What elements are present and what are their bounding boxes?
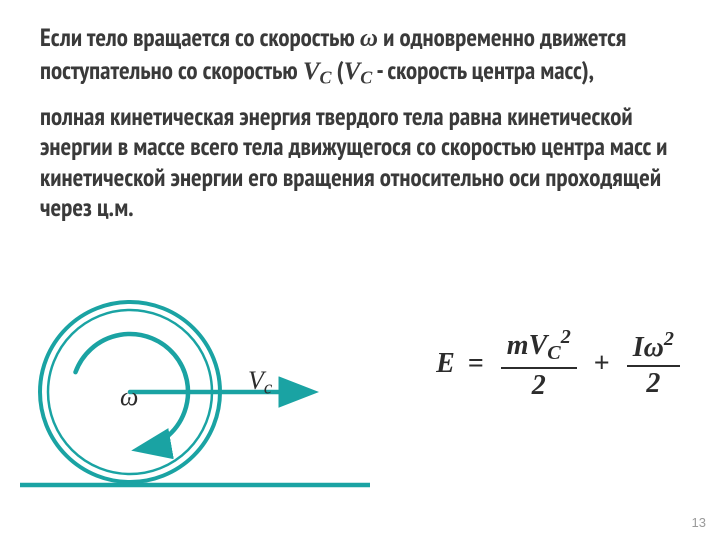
vc-V: V [248, 366, 264, 395]
page-number: 13 [692, 515, 706, 530]
p1-pre: Если тело вращается со скоростью [40, 21, 360, 53]
p1-c2: C [360, 67, 372, 87]
f-den1: 2 [501, 369, 577, 400]
f-den2: 2 [627, 367, 680, 398]
f-eq: = [468, 348, 484, 380]
f-I: I [633, 332, 644, 363]
p1-omega: ω [360, 25, 378, 52]
f-sq2: 2 [664, 328, 674, 350]
p1-open: ( [332, 54, 344, 86]
diagram: ω Vc [20, 284, 370, 504]
f-E: E [436, 348, 455, 380]
f-V: V [529, 330, 548, 361]
f-frac1-num: mVC2 [501, 327, 577, 368]
f-sq1: 2 [561, 326, 571, 348]
f-frac2: Iω2 2 [627, 329, 680, 398]
paragraph-2: полная кинетическая энергия твердого тел… [40, 101, 692, 223]
slide-root: Если тело вращается со скоростью ω и одн… [0, 0, 720, 540]
vc-c: c [264, 378, 272, 399]
p1-end: - скорость центра масс), [372, 54, 594, 86]
p1-V1: V [303, 58, 320, 85]
p1-V2: V [344, 58, 361, 85]
diagram-svg [20, 284, 370, 504]
f-plus: + [594, 348, 610, 380]
omega-label: ω [120, 382, 138, 412]
paragraph-1: Если тело вращается со скоростью ω и одн… [40, 22, 692, 89]
f-omega: ω [644, 332, 664, 363]
p1-c1: C [320, 67, 332, 87]
f-frac2-num: Iω2 [627, 329, 680, 366]
f-frac1: mVC2 2 [501, 327, 577, 400]
vc-label: Vc [248, 366, 272, 400]
energy-formula: E = mVC2 2 + Iω2 2 [436, 327, 684, 400]
f-m: m [507, 330, 529, 361]
f-c: C [547, 342, 560, 364]
